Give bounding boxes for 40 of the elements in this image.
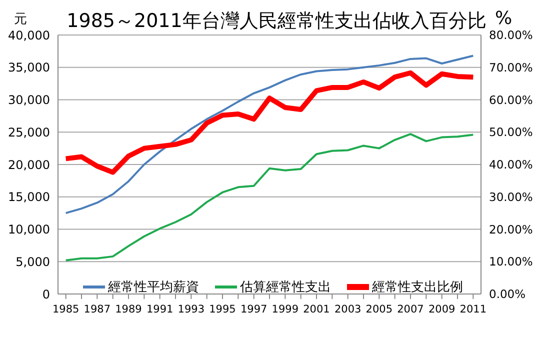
- y-tick-label: 0: [42, 287, 50, 302]
- x-tick-label: 1985: [52, 303, 80, 316]
- y-tick-label: 40,000: [8, 28, 50, 42]
- y-tick-label: 30,000: [8, 93, 50, 108]
- legend-label: 經常性支出比例: [372, 279, 463, 296]
- x-tick-label: 1989: [115, 303, 142, 316]
- y-tick-label: 20,000: [8, 158, 50, 172]
- y2-tick-label: 0.00%: [489, 287, 526, 302]
- y-tick-label: 25,000: [8, 125, 50, 140]
- x-tick-label: 2011: [460, 303, 487, 316]
- legend-label: 估算經常性支出: [240, 279, 331, 296]
- y-tick-label: 15,000: [8, 190, 50, 204]
- line-series: [64, 54, 474, 214]
- legend-label: 經常性平均薪資: [108, 279, 199, 296]
- x-tick-label: 1987: [84, 303, 111, 316]
- chart-title: 1985～2011年台灣人民經常性支出佔收入百分比: [66, 10, 486, 32]
- x-tick-label: 1997: [240, 303, 268, 316]
- x-tick-label: 2005: [366, 303, 393, 316]
- x-tick-label: 1991: [146, 303, 174, 316]
- y-axis-title: 元: [14, 11, 27, 28]
- x-tick-label: 1999: [272, 303, 299, 316]
- x-tick-label: 2003: [334, 303, 362, 316]
- y2-tick-label: 20.00%: [489, 222, 533, 236]
- x-tick-label: 2007: [397, 303, 424, 316]
- x-tick-label: 2009: [428, 303, 456, 316]
- line-series: [64, 133, 474, 262]
- y2-tick-label: 30.00%: [489, 190, 533, 204]
- y2-tick-label: 70.00%: [489, 60, 533, 74]
- y2-tick-label: 50.00%: [489, 125, 533, 140]
- y-tick-label: 10,000: [8, 222, 50, 237]
- y2-tick-label: 40.00%: [489, 158, 533, 172]
- y2-tick-label: 80.00%: [489, 28, 533, 42]
- y2-tick-label: 10.00%: [489, 254, 533, 269]
- y2-tick-label: 60.00%: [489, 92, 533, 107]
- y-tick-label: 35,000: [8, 60, 50, 75]
- y2-axis-title: %: [495, 8, 512, 29]
- x-tick-label: 1995: [209, 303, 236, 316]
- x-tick-label: 2001: [303, 303, 330, 316]
- x-tick-label: 1993: [178, 303, 205, 316]
- y-tick-label: 5,000: [16, 254, 50, 269]
